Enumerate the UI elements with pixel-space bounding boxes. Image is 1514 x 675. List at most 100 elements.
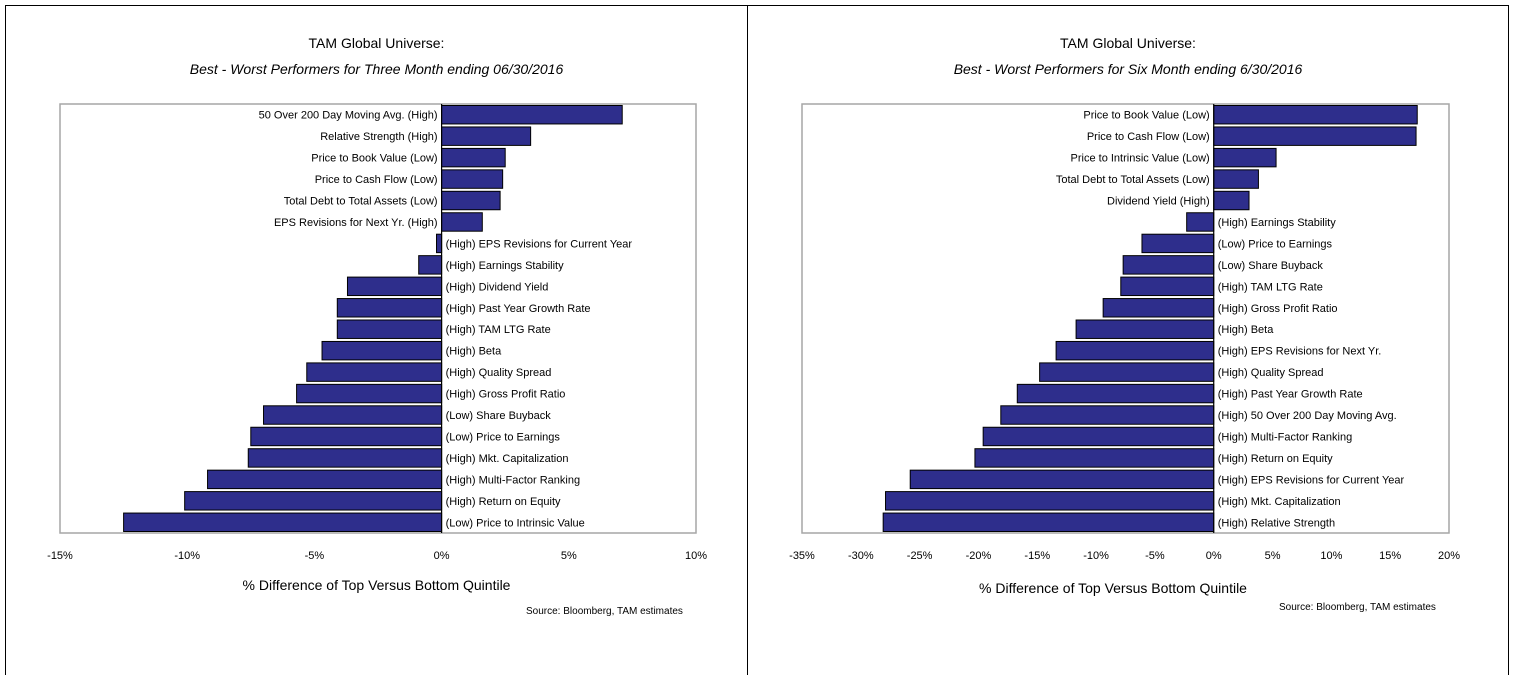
x-tick-label: 0%: [1206, 550, 1222, 562]
category-label: Total Debt to Total Assets (Low): [1056, 174, 1210, 186]
x-tick-label: -10%: [174, 550, 200, 562]
bar: [1122, 255, 1215, 275]
x-axis-title: % Difference of Top Versus Bottom Quinti…: [979, 580, 1247, 596]
category-label: (High) 50 Over 200 Day Moving Avg.: [1218, 410, 1397, 422]
category-label: (Low) Price to Earnings: [446, 431, 561, 443]
category-label: 50 Over 200 Day Moving Avg. (High): [259, 110, 438, 122]
chart-subtitle: Best - Worst Performers for Six Month en…: [953, 61, 1303, 77]
bar: [336, 298, 443, 318]
bar: [441, 105, 623, 125]
bar: [418, 255, 443, 275]
category-label: Price to Book Value (Low): [311, 153, 437, 165]
plot-area-frame: [59, 103, 697, 534]
x-tick-label: -5%: [305, 550, 325, 562]
bar-chart-three-month: 50 Over 200 Day Moving Avg. (High) Relati…: [47, 103, 707, 562]
x-tick-label: 10%: [1320, 550, 1342, 562]
bar: [1102, 298, 1215, 318]
x-tick-label: -35%: [789, 550, 815, 562]
bar: [1120, 276, 1215, 297]
category-label: (Low) Price to Intrinsic Value: [446, 517, 585, 529]
category-label: (Low) Share Buyback: [1218, 260, 1324, 272]
category-label: (Low) Share Buyback: [446, 410, 552, 422]
x-tick-label: 5%: [1265, 550, 1281, 562]
bar: [1000, 405, 1215, 425]
bar: [882, 512, 1215, 532]
bar: [321, 340, 443, 361]
bar: [974, 448, 1215, 468]
plot-area-frame: [801, 103, 1450, 534]
category-label: (High) Dividend Yield: [446, 281, 549, 293]
category-label: (High) Past Year Growth Rate: [1218, 389, 1363, 401]
bar: [441, 212, 483, 232]
bar: [346, 276, 443, 297]
x-tick-label: -30%: [848, 550, 874, 562]
bar: [1213, 190, 1250, 211]
source-note: Source: Bloomberg, TAM estimates: [1279, 602, 1436, 613]
x-tick-label: -15%: [1024, 550, 1050, 562]
bar: [250, 426, 443, 447]
category-label: Price to Book Value (Low): [1083, 110, 1209, 122]
category-label: (High) Beta: [1218, 324, 1275, 336]
bar: [436, 233, 443, 254]
bar: [184, 491, 443, 511]
source-note: Source: Bloomberg, TAM estimates: [526, 606, 683, 617]
category-label: (High) Quality Spread: [446, 367, 552, 379]
x-tick-label: 15%: [1379, 550, 1401, 562]
category-label: (High) Past Year Growth Rate: [446, 303, 591, 315]
bar: [885, 491, 1215, 511]
category-label: (High) Mkt. Capitalization: [446, 453, 569, 465]
category-label: EPS Revisions for Next Yr. (High): [274, 217, 438, 229]
category-label: (High) Return on Equity: [446, 496, 561, 508]
chart-panel-three-month: TAM Global Universe: Best - Worst Perfor…: [5, 5, 748, 675]
x-tick-label: -25%: [907, 550, 933, 562]
category-label: (High) Quality Spread: [1218, 367, 1324, 379]
chart-title: TAM Global Universe:: [308, 35, 445, 51]
bar: [123, 512, 443, 532]
category-label: Price to Cash Flow (Low): [315, 174, 438, 186]
category-label: (High) Earnings Stability: [1218, 217, 1336, 229]
category-label: (High) Gross Profit Ratio: [1218, 303, 1338, 315]
bar-chart-six-month: Price to Book Value (Low) Price to Cash F…: [789, 103, 1460, 562]
bar: [1213, 105, 1418, 125]
category-label: (High) Multi-Factor Ranking: [1218, 431, 1352, 443]
x-tick-label: 5%: [561, 550, 577, 562]
bar: [1075, 319, 1215, 339]
category-label: (High) Mkt. Capitalization: [1218, 496, 1341, 508]
bar: [909, 469, 1215, 490]
bar: [336, 319, 443, 339]
chart-subtitle: Best - Worst Performers for Three Month …: [189, 61, 564, 77]
bar: [441, 169, 504, 189]
category-label: (High) EPS Revisions for Current Year: [446, 238, 633, 250]
bar: [1213, 147, 1277, 168]
category-label: Total Debt to Total Assets (Low): [284, 196, 438, 208]
bar: [1039, 362, 1215, 382]
bar: [441, 190, 501, 211]
bar: [1213, 169, 1259, 189]
category-label: (High) Earnings Stability: [446, 260, 564, 272]
category-label: Relative Strength (High): [320, 131, 437, 143]
category-label: (High) Return on Equity: [1218, 453, 1333, 465]
x-tick-label: -15%: [47, 550, 73, 562]
x-axis-title: % Difference of Top Versus Bottom Quinti…: [242, 577, 511, 593]
bar: [1141, 233, 1215, 254]
x-tick-label: 10%: [685, 550, 707, 562]
category-label: (High) TAM LTG Rate: [446, 324, 551, 336]
category-label: Dividend Yield (High): [1107, 196, 1210, 208]
category-label: Price to Cash Flow (Low): [1087, 131, 1210, 143]
bar: [1186, 212, 1215, 232]
category-label: (High) Gross Profit Ratio: [446, 389, 566, 401]
chart-panel-six-month: TAM Global Universe: Best - Worst Perfor…: [747, 5, 1509, 675]
bar: [306, 362, 443, 382]
bar: [1016, 383, 1215, 404]
bar: [441, 126, 532, 146]
chart-title: TAM Global Universe:: [1060, 35, 1196, 51]
x-tick-label: 20%: [1438, 550, 1460, 562]
bar: [982, 426, 1215, 447]
x-tick-label: -5%: [1145, 550, 1165, 562]
category-label: Price to Intrinsic Value (Low): [1071, 153, 1210, 165]
category-label: (High) Multi-Factor Ranking: [446, 474, 580, 486]
bar: [441, 147, 506, 168]
bar: [207, 469, 443, 490]
x-tick-label: 0%: [434, 550, 450, 562]
